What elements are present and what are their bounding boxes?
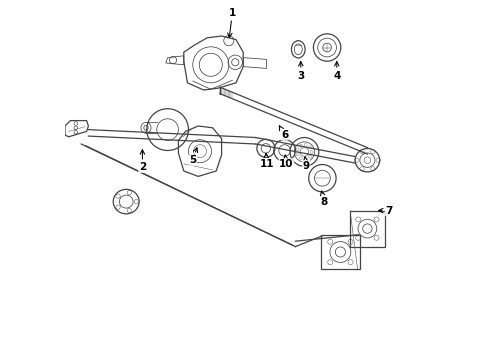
- Text: 1: 1: [228, 8, 236, 37]
- Text: 8: 8: [320, 191, 328, 207]
- Text: 5: 5: [189, 148, 197, 165]
- Text: 3: 3: [297, 62, 304, 81]
- Text: 2: 2: [139, 150, 146, 172]
- Text: 7: 7: [379, 206, 392, 216]
- Text: 11: 11: [259, 153, 274, 169]
- Text: 10: 10: [279, 155, 294, 169]
- Text: 9: 9: [303, 157, 310, 171]
- Text: 6: 6: [279, 126, 288, 140]
- Text: 4: 4: [333, 62, 341, 81]
